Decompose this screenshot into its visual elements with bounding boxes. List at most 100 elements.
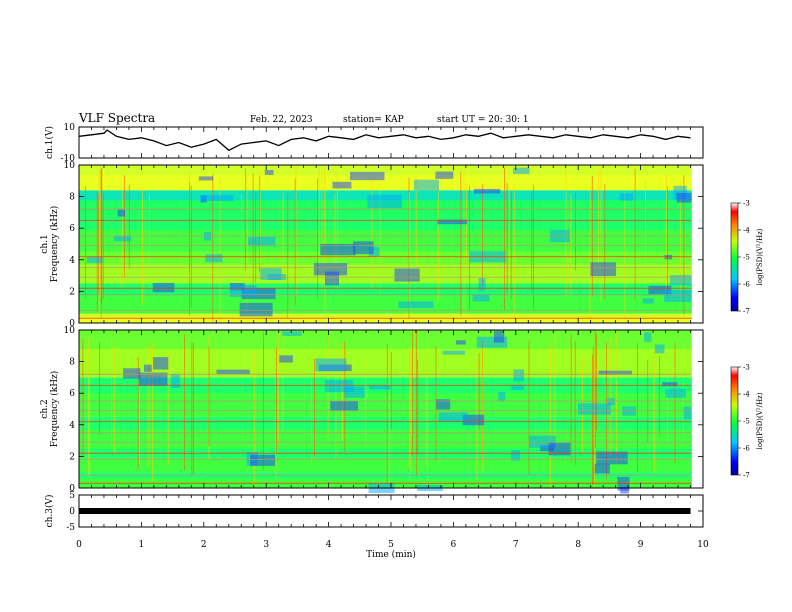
ch2-spectrogram-ytick-label: 6 xyxy=(69,389,75,399)
ch2-spectrogram-patch xyxy=(138,372,168,386)
ch2-spectrogram-patch xyxy=(662,382,678,387)
ch2-spectrogram-patch xyxy=(123,368,141,379)
ch2-spectrogram-ytick-label: 4 xyxy=(69,421,75,431)
ch1-spectrogram-patch xyxy=(367,194,402,209)
ch1-spectrogram-ytick-label: 10 xyxy=(64,161,76,171)
ch1-colorbar: -3 -4 -5 -6 -7 log(PSD)(V²/Hz) xyxy=(730,200,764,316)
ch2-spectrogram-ytick-label: 2 xyxy=(69,452,75,462)
ch1-colorbar-tick-label: -3 xyxy=(743,200,750,208)
ch1-spectrogram-patch xyxy=(676,192,699,203)
ch2-spectrogram-patch xyxy=(476,336,508,348)
ch1-waveform-trace xyxy=(78,129,691,152)
ch1-spectrogram-patch xyxy=(117,208,126,217)
ch1-spectrogram-patch xyxy=(349,171,385,181)
ch1-colorbar-label: log(PSD)(V²/Hz) xyxy=(756,228,764,285)
ch1-spectrogram-patch xyxy=(248,236,276,247)
ch1-spectrogram-patch xyxy=(241,288,276,300)
ch2-spectrogram-patch xyxy=(654,344,665,354)
ch1-spectrogram-patch xyxy=(473,188,501,194)
ch2-colorbar-tick-label: -5 xyxy=(743,418,750,426)
ch2-spectrogram-ylabel: ch.2 xyxy=(40,399,50,418)
ch2-colorbar-tick-label: -3 xyxy=(743,364,750,372)
date-label: Feb. 22, 2023 xyxy=(250,115,313,125)
ch1-spectrogram-patch xyxy=(264,170,274,175)
ch1-colorbar-tick-label: -5 xyxy=(743,254,750,262)
ch2-spectrogram-patch xyxy=(598,370,632,375)
ch2-spectrogram-patch xyxy=(250,454,276,466)
time-axis: Time (min) 0 1 2 3 4 5 6 7 8 9 10 xyxy=(76,540,709,560)
figure-title: VLF Spectra xyxy=(78,111,155,125)
ch1-spectrogram-patch xyxy=(332,181,352,189)
ch1-colorbar-scale xyxy=(730,202,739,312)
ch1-spectrogram-band-shade xyxy=(79,165,703,176)
ch1-waveform-ytick-label: -10 xyxy=(61,154,76,164)
ch2-spectrogram-patch xyxy=(324,379,354,393)
ch2-spectrogram-band-shade xyxy=(79,330,703,349)
ch2-colorbar-tick-label: -7 xyxy=(743,472,750,480)
ch1-spectrogram-ytick-label: 4 xyxy=(69,256,75,266)
ch1-spectrogram-no-data xyxy=(691,165,703,323)
ch2-spectrogram-patch xyxy=(493,330,505,343)
x-tick-label: 9 xyxy=(638,540,644,550)
ch1-spectrogram-band-shade xyxy=(79,313,703,318)
ch2-spectrogram-patch xyxy=(438,412,468,423)
ch1-spectrogram-patch xyxy=(205,254,223,263)
ch2-spectrogram-patch xyxy=(513,369,525,382)
ch2-colorbar: -3 -4 -5 -6 -7 log(PSD)(V²/Hz) xyxy=(730,364,764,480)
start-time-label: start UT = 20: 30: 1 xyxy=(437,115,529,125)
ch1-spectrogram-patch xyxy=(198,176,214,181)
ch2-spectrogram-patch xyxy=(462,414,485,426)
ch2-spectrogram-patch xyxy=(279,355,293,363)
ch2-spectrogram-patch xyxy=(596,451,628,465)
ch1-spectrogram-patch xyxy=(619,193,634,201)
ch2-spectrogram-patch xyxy=(442,350,465,355)
ch2-spectrogram-ylabel: Frequency (kHz) xyxy=(49,371,60,448)
ch1-spectrogram-patch xyxy=(320,243,356,256)
ch1-spectrogram-patch xyxy=(398,301,434,309)
x-tick-label: 7 xyxy=(513,540,519,550)
ch2-spectrogram-patch xyxy=(548,442,571,456)
x-tick-label: 5 xyxy=(388,540,394,550)
ch1-spectrogram-patch xyxy=(394,268,420,282)
ch1-spectrogram-ytick-label: 0 xyxy=(69,319,75,329)
ch2-spectrogram-patch xyxy=(511,450,520,461)
ch1-spectrogram-patch xyxy=(435,171,454,179)
ch2-spectrogram-patch xyxy=(344,386,365,398)
ch2-spectrogram-patch xyxy=(617,476,630,491)
x-tick-label: 8 xyxy=(575,540,581,550)
ch1-spectrogram-patch xyxy=(437,219,468,225)
ch1-spectrogram-patch xyxy=(229,285,257,297)
ch1-colorbar-tick-label: -6 xyxy=(743,281,750,289)
ch2-colorbar-label: log(PSD)(V²/Hz) xyxy=(756,392,764,449)
x-tick-label: 3 xyxy=(263,540,269,550)
ch1-spectrogram-patch xyxy=(353,241,374,255)
ch1-spectrogram-patch xyxy=(86,256,103,264)
ch1-colorbar-tick-label: -7 xyxy=(743,308,750,316)
ch1-spectrogram-patch xyxy=(324,271,340,286)
ch3-waveform-ylabel: ch.3(V) xyxy=(44,495,55,528)
ch2-spectrogram-patch xyxy=(330,400,358,412)
ch2-spectrogram-ytick-label: 10 xyxy=(64,326,76,336)
ch2-spectrogram-patch xyxy=(143,364,152,372)
ch1-spectrogram-patch xyxy=(114,235,132,242)
ch2-spectrogram-panel: 0 2 4 6 8 10 ch.2 Frequency (kHz) xyxy=(40,326,704,494)
ch1-spectrogram-band-shade xyxy=(79,215,703,231)
ch1-spectrogram-patch xyxy=(664,290,699,303)
ch1-spectrogram-patch xyxy=(414,179,439,191)
ch1-spectrogram-panel: 0 2 4 6 8 10 ch.1 Frequency (kHz) xyxy=(40,161,704,329)
ch1-spectrogram-patch xyxy=(664,254,673,260)
ch2-spectrogram-patch xyxy=(540,445,554,452)
ch3-waveform-panel: 5 0 -5 ch.3(V) xyxy=(44,491,704,533)
ch1-colorbar-tick-label: -4 xyxy=(743,227,750,235)
ch1-spectrogram-ytick-label: 8 xyxy=(69,193,75,203)
x-tick-label: 6 xyxy=(451,540,457,550)
ch1-spectrogram-patch xyxy=(478,278,486,292)
ch2-colorbar-scale xyxy=(730,366,739,476)
ch1-spectrogram-patch xyxy=(513,167,530,174)
ch2-spectrogram-patch xyxy=(436,399,451,410)
ch2-spectrogram-patch xyxy=(171,373,180,388)
ch3-waveform-ytick-label: 5 xyxy=(69,491,75,501)
ch1-spectrogram-patch xyxy=(642,298,655,304)
x-axis-title: Time (min) xyxy=(366,549,416,560)
